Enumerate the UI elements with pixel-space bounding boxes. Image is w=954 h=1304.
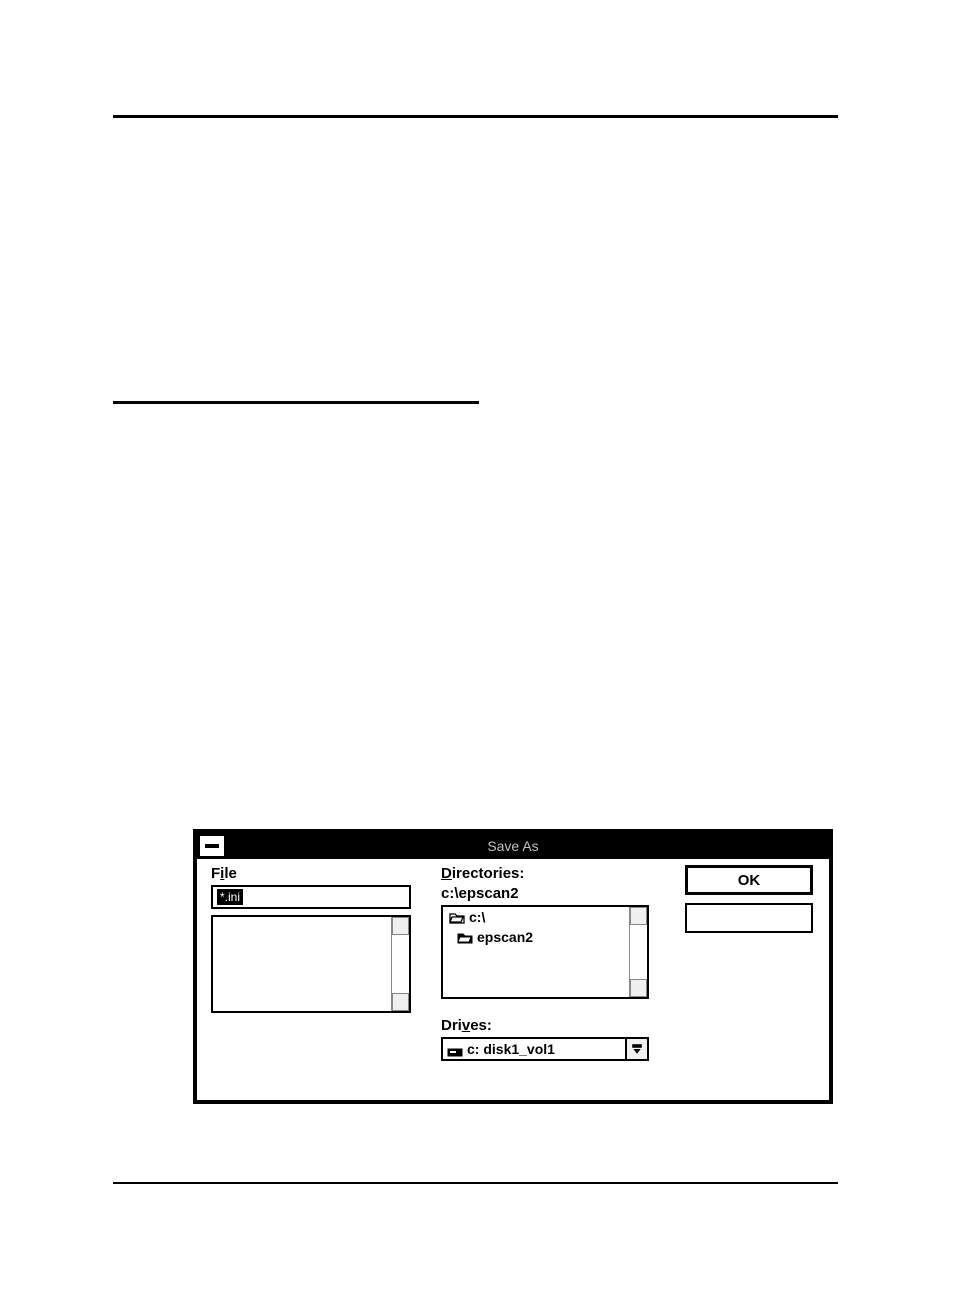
combobox-dropdown-button[interactable] <box>625 1039 647 1059</box>
directories-label: Directories: <box>441 865 651 882</box>
save-as-dialog: Save As File *.ini Directories: c:\epsca… <box>193 829 833 1104</box>
file-column: File *.ini <box>211 865 421 1013</box>
dialog-body: File *.ini Directories: c:\epscan2 <box>197 859 829 1100</box>
scroll-up-button[interactable] <box>392 917 409 935</box>
drive-icon <box>447 1044 463 1054</box>
horizontal-rule-mid <box>113 401 479 404</box>
titlebar[interactable]: Save As <box>197 833 829 859</box>
drive-selected: c: disk1_vol1 <box>443 1041 625 1057</box>
system-menu-icon[interactable] <box>199 835 225 857</box>
horizontal-rule-top <box>113 115 838 118</box>
file-listbox-scrollbar[interactable] <box>391 917 409 1011</box>
ok-button[interactable]: OK <box>685 865 813 895</box>
dialog-title: Save As <box>487 838 538 854</box>
folder-open-icon <box>449 911 465 923</box>
directories-column: Directories: c:\epscan2 c:\ epscan2 <box>441 865 651 1061</box>
ok-button-label: OK <box>738 872 761 889</box>
file-name-value: *.ini <box>217 889 243 905</box>
buttons-column: OK <box>685 865 815 941</box>
directory-item[interactable]: c:\ <box>443 907 647 927</box>
drives-combobox[interactable]: c: disk1_vol1 <box>441 1037 649 1061</box>
cancel-button[interactable] <box>685 903 813 933</box>
scroll-down-button[interactable] <box>630 979 647 997</box>
drive-selected-text: c: disk1_vol1 <box>467 1041 555 1057</box>
directory-listbox[interactable]: c:\ epscan2 <box>441 905 649 999</box>
folder-open-icon <box>457 931 473 943</box>
horizontal-rule-bottom <box>113 1182 838 1184</box>
current-path: c:\epscan2 <box>441 885 651 902</box>
file-listbox[interactable] <box>211 915 411 1013</box>
drives-label: Drives: <box>441 1017 651 1034</box>
directory-listbox-scrollbar[interactable] <box>629 907 647 997</box>
file-name-label: File <box>211 865 421 882</box>
drives-section: Drives: c: disk1_vol1 <box>441 1017 651 1061</box>
file-name-input[interactable]: *.ini <box>211 885 411 909</box>
directory-item-label: epscan2 <box>477 929 533 945</box>
directory-item[interactable]: epscan2 <box>443 927 647 947</box>
directory-item-label: c:\ <box>469 909 485 925</box>
scroll-up-button[interactable] <box>630 907 647 925</box>
scroll-down-button[interactable] <box>392 993 409 1011</box>
